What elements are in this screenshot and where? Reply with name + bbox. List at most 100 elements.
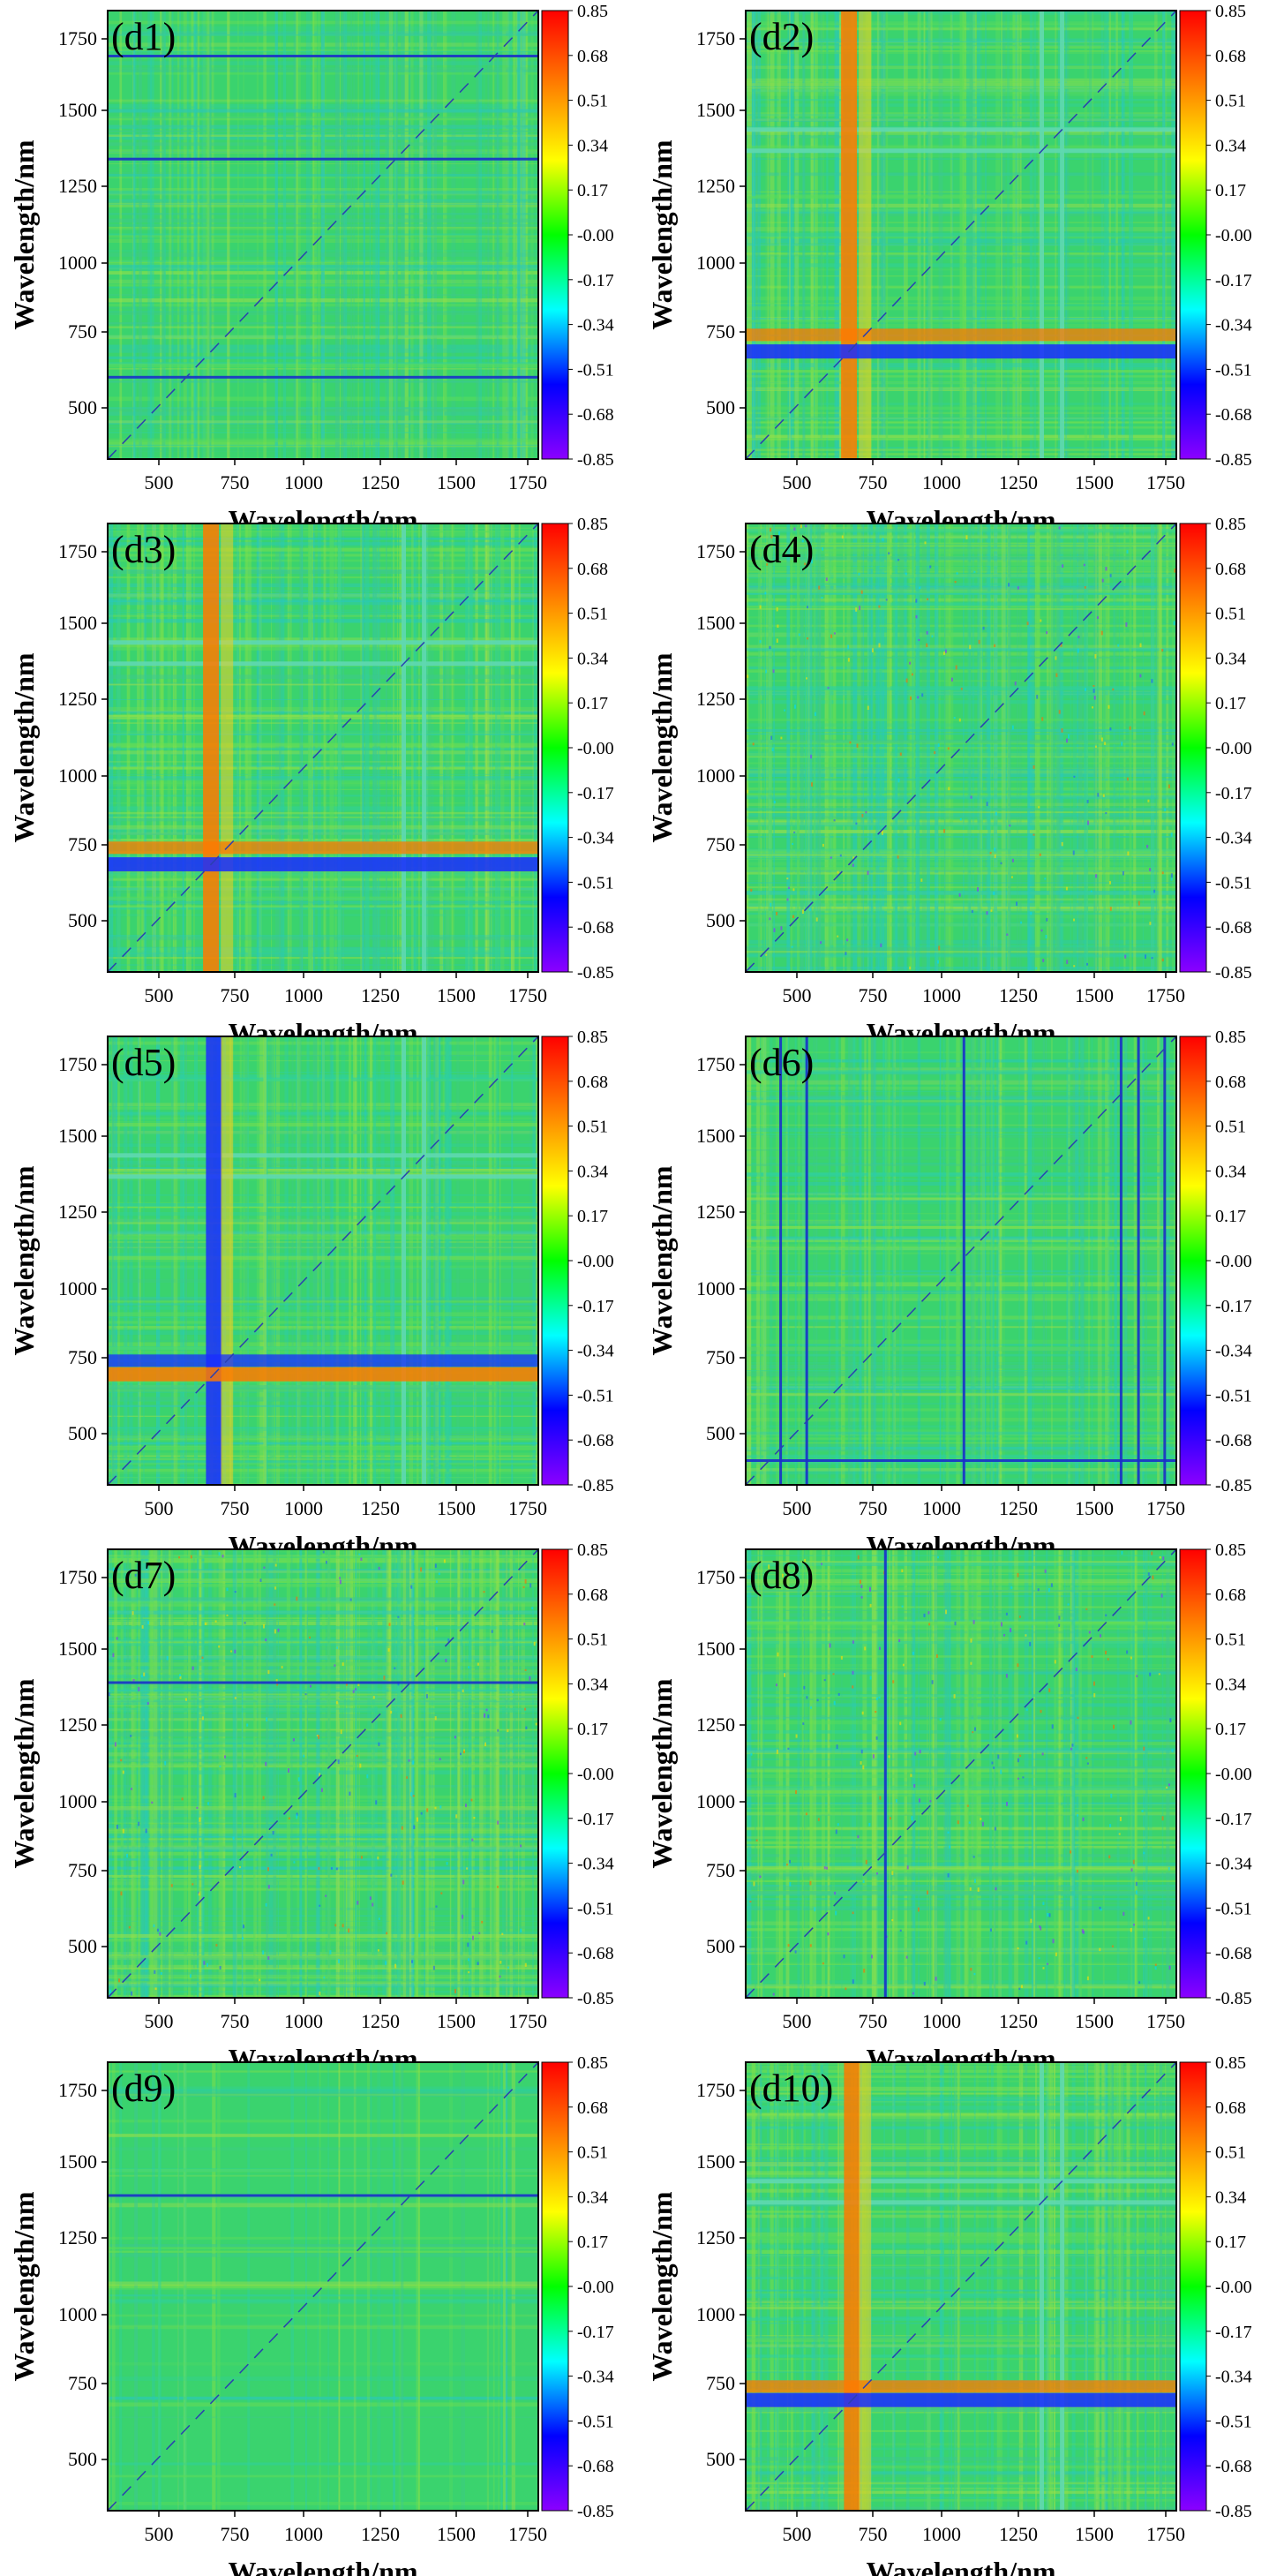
heatmap-stripe xyxy=(394,1549,395,1998)
heatmap-speckle xyxy=(911,673,913,676)
heatmap-stripe xyxy=(116,523,121,972)
heatmap-stripe xyxy=(134,11,138,459)
heatmap-speckle xyxy=(1019,1754,1022,1757)
heatmap-stripe xyxy=(840,1036,842,1485)
heatmap-stripe xyxy=(120,1549,124,1998)
heatmap-speckle xyxy=(1117,644,1120,647)
heatmap-stripe xyxy=(1145,1036,1147,1485)
y-tick-label: 750 xyxy=(68,320,97,343)
heatmap-stripe xyxy=(746,815,1176,817)
heatmap-speckle xyxy=(134,1573,137,1577)
x-tick-label: 1500 xyxy=(437,1497,476,1519)
heatmap-speckle xyxy=(267,1669,270,1675)
heatmap-stripe xyxy=(746,880,1176,882)
chart-panel-8: (d8)500 750 1000 1250 1500 175050075010001250… xyxy=(646,1540,1252,2075)
heatmap-stripe xyxy=(746,1802,1176,1806)
heatmap-speckle xyxy=(809,1944,812,1947)
heatmap-stripe xyxy=(1027,1036,1032,1485)
heatmap-stripe xyxy=(334,523,337,972)
colorbar-tick-label: -0.68 xyxy=(1215,1944,1252,1963)
heatmap-stripe xyxy=(150,1549,154,1998)
heatmap-stripe xyxy=(108,298,538,303)
region-break-horizontal xyxy=(746,2200,1176,2205)
colorbar-tick-label: -0.85 xyxy=(577,1476,614,1495)
heatmap-stripe xyxy=(131,1549,134,1998)
heatmap-stripe xyxy=(852,1036,857,1485)
heatmap-speckle xyxy=(817,1818,820,1821)
heatmap-stripe xyxy=(108,192,538,196)
heatmap-stripe xyxy=(746,1860,1176,1862)
heatmap-stripe xyxy=(108,1833,538,1838)
heatmap-speckle xyxy=(954,581,957,584)
heatmap-stripe xyxy=(987,1036,989,1485)
heatmap-stripe xyxy=(108,937,538,941)
colorbar-tick-label: -0.51 xyxy=(1215,2412,1252,2431)
heatmap-stripe xyxy=(108,1825,538,1828)
heatmap-stripe xyxy=(1018,1036,1020,1485)
region-break-horizontal xyxy=(108,1153,538,1158)
heatmap-stripe xyxy=(108,743,538,747)
y-tick-label: 500 xyxy=(68,909,97,931)
heatmap-stripe xyxy=(746,872,1176,875)
heatmap-stripe xyxy=(746,1238,1176,1243)
colorbar-tick-label: 0.34 xyxy=(577,2188,608,2207)
heatmap-stripe xyxy=(108,1827,538,1831)
heatmap-speckle xyxy=(325,1894,327,1897)
heatmap-stripe xyxy=(282,11,287,459)
heatmap-stripe xyxy=(362,523,364,972)
heatmap-stripe xyxy=(822,2062,825,2511)
heatmap-stripe xyxy=(375,11,379,459)
heatmap-stripe xyxy=(254,1549,258,1998)
heatmap-stripe xyxy=(108,1879,538,1881)
heatmap-stripe xyxy=(746,1569,1176,1573)
heatmap-stripe xyxy=(942,2062,945,2511)
heatmap-stripe xyxy=(416,1549,418,1998)
heatmap-stripe xyxy=(746,1099,1176,1103)
heatmap-stripe xyxy=(108,1462,538,1465)
heatmap-stripe xyxy=(324,523,327,972)
heatmap-stripe xyxy=(108,964,538,966)
heatmap-stripe xyxy=(746,1434,1176,1436)
heatmap-speckle xyxy=(1077,1814,1079,1817)
heatmap-stripe xyxy=(1032,1549,1036,1998)
heatmap-stripe xyxy=(980,523,983,972)
heatmap-stripe xyxy=(746,793,1176,796)
heatmap-stripe xyxy=(108,1981,538,1983)
heatmap-speckle xyxy=(262,1950,265,1955)
heatmap-speckle xyxy=(1093,689,1095,693)
heatmap-speckle xyxy=(920,878,923,882)
heatmap-speckle xyxy=(366,1774,369,1779)
heatmap-stripe xyxy=(1050,1036,1053,1485)
heatmap-stripe xyxy=(912,523,914,972)
heatmap-speckle xyxy=(765,669,768,674)
heatmap-stripe xyxy=(454,1549,458,1998)
heatmap-stripe xyxy=(813,2062,818,2511)
heatmap-stripe xyxy=(108,177,538,179)
heatmap-stripe xyxy=(746,1668,1176,1669)
heatmap-speckle xyxy=(937,960,939,964)
heatmap-stripe xyxy=(359,1036,362,1485)
heatmap-stripe xyxy=(108,1887,538,1892)
heatmap-stripe xyxy=(746,852,1176,855)
heatmap-speckle xyxy=(821,597,823,599)
heatmap-speckle xyxy=(965,535,968,540)
y-tick-label: 1750 xyxy=(58,1053,97,1075)
heatmap-stripe xyxy=(766,523,770,972)
heatmap-stripe xyxy=(1065,2062,1069,2511)
heatmap-speckle xyxy=(860,1579,861,1584)
heatmap-speckle xyxy=(994,644,996,647)
heatmap-stripe xyxy=(948,1549,950,1998)
heatmap-stripe xyxy=(392,523,395,972)
heatmap-stripe xyxy=(108,235,538,238)
heatmap-speckle xyxy=(959,817,962,821)
heatmap-speckle xyxy=(222,1555,224,1558)
heatmap-stripe xyxy=(367,1549,371,1998)
heatmap-stripe xyxy=(108,1457,538,1461)
region-break-horizontal xyxy=(108,661,538,667)
heatmap-stripe xyxy=(944,1549,949,1998)
heatmap-speckle xyxy=(834,1891,837,1895)
heatmap-stripe xyxy=(108,2250,538,2253)
heatmap-speckle xyxy=(1105,812,1108,815)
heatmap-stripe xyxy=(108,742,538,746)
heatmap-speckle xyxy=(1055,656,1057,660)
